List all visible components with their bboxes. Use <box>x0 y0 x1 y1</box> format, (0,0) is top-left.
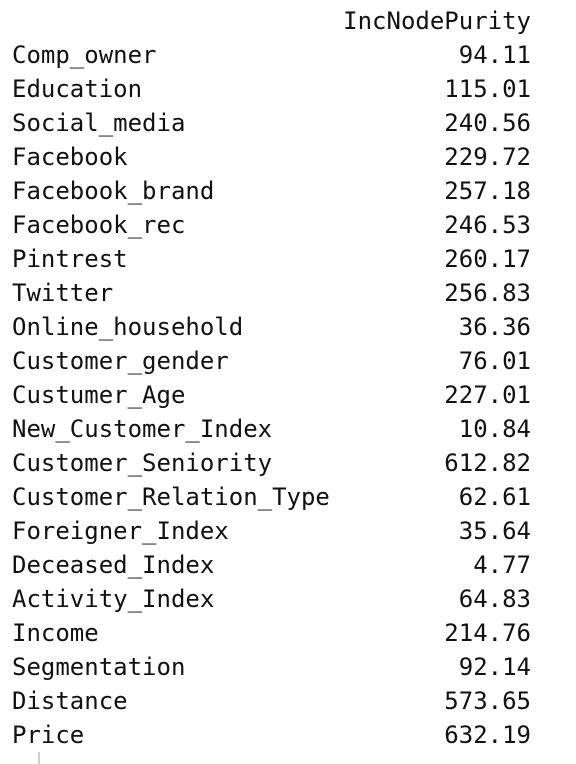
table-row: New_Customer_Index 10.84 <box>0 412 576 446</box>
row-name: Facebook_rec <box>12 211 186 239</box>
table-row: Customer_Relation_Type 62.61 <box>0 480 576 514</box>
row-value: 612.82 <box>444 449 531 477</box>
column-header-incnodepurity: IncNodePurity <box>343 7 531 35</box>
table-row: Facebook_brand 257.18 <box>0 174 576 208</box>
row-name: Twitter <box>12 279 114 307</box>
row-value: 64.83 <box>458 585 531 613</box>
table-row: Segmentation 92.14 <box>0 650 576 684</box>
row-value: 246.53 <box>444 211 531 239</box>
row-value: 35.64 <box>458 517 531 545</box>
row-name: Facebook_brand <box>12 177 215 205</box>
table-row: Comp_owner 94.11 <box>0 38 576 72</box>
row-value: 115.01 <box>444 75 531 103</box>
row-value: 4.77 <box>473 551 531 579</box>
row-value: 240.56 <box>444 109 531 137</box>
table-row: Distance 573.65 <box>0 684 576 718</box>
text-cursor <box>38 752 40 764</box>
table-row: Foreigner_Index 35.64 <box>0 514 576 548</box>
row-value: 229.72 <box>444 143 531 171</box>
row-name: Foreigner_Index <box>12 517 229 545</box>
row-value: 76.01 <box>458 347 531 375</box>
row-name: Pintrest <box>12 245 128 273</box>
table-row: Facebook 229.72 <box>0 140 576 174</box>
table-body: Comp_owner 94.11 Education 115.01 Social_med… <box>0 38 576 752</box>
row-name: Customer_Seniority <box>12 449 273 477</box>
table-row: Deceased_Index 4.77 <box>0 548 576 582</box>
row-value: 94.11 <box>458 41 531 69</box>
row-value: 214.76 <box>444 619 531 647</box>
table-row: Pintrest 260.17 <box>0 242 576 276</box>
table-row: Customer_Seniority 612.82 <box>0 446 576 480</box>
row-name: Custumer_Age <box>12 381 186 409</box>
row-name: Distance <box>12 687 128 715</box>
row-value: 62.61 <box>458 483 531 511</box>
row-name: Income <box>12 619 99 647</box>
row-name: Social_media <box>12 109 186 137</box>
row-value: 227.01 <box>444 381 531 409</box>
row-value: 36.36 <box>458 313 531 341</box>
row-name: Online_household <box>12 313 244 341</box>
row-name: Customer_Relation_Type <box>12 483 330 511</box>
row-value: 260.17 <box>444 245 531 273</box>
table-row: Education 115.01 <box>0 72 576 106</box>
row-value: 573.65 <box>444 687 531 715</box>
row-value: 256.83 <box>444 279 531 307</box>
row-value: 10.84 <box>458 415 531 443</box>
table-row: Custumer_Age 227.01 <box>0 378 576 412</box>
table-row: Price 632.19 <box>0 718 576 752</box>
row-name: Price <box>12 721 85 749</box>
row-name: Facebook <box>12 143 128 171</box>
row-value: 257.18 <box>444 177 531 205</box>
table-row: Social_media 240.56 <box>0 106 576 140</box>
table-row: Activity_Index 64.83 <box>0 582 576 616</box>
table-row: Online_household 36.36 <box>0 310 576 344</box>
row-value: 92.14 <box>458 653 531 681</box>
table-row: Twitter 256.83 <box>0 276 576 310</box>
row-name: Customer_gender <box>12 347 229 375</box>
table-row: Customer_gender 76.01 <box>0 344 576 378</box>
row-name: New_Customer_Index <box>12 415 273 443</box>
row-name: Education <box>12 75 143 103</box>
table-row: Facebook_rec 246.53 <box>0 208 576 242</box>
table-header-row: IncNodePurity <box>0 4 576 38</box>
row-name: Comp_owner <box>12 41 157 69</box>
table-row: Income 214.76 <box>0 616 576 650</box>
row-value: 632.19 <box>444 721 531 749</box>
row-name: Activity_Index <box>12 585 215 613</box>
row-name: Deceased_Index <box>12 551 215 579</box>
row-name: Segmentation <box>12 653 186 681</box>
